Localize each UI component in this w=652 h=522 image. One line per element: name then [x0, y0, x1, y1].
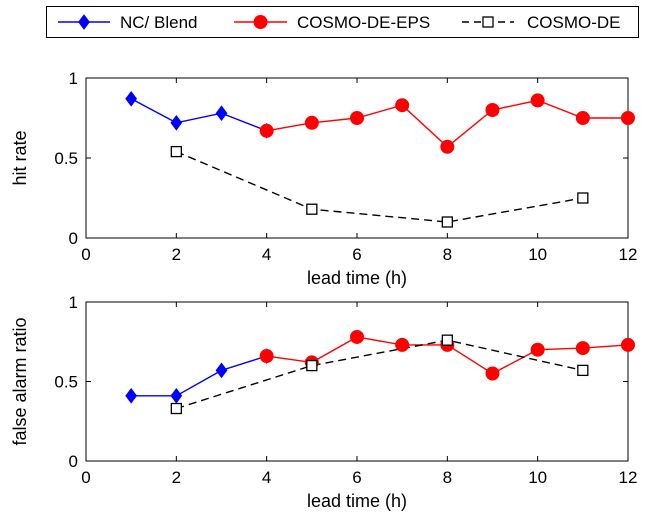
data-point-series-0: [215, 105, 228, 122]
data-point-series-2: [306, 359, 318, 372]
circle-icon: [253, 15, 268, 29]
legend-label-0: NC/ Blend: [120, 13, 197, 32]
series-line-0: [131, 355, 267, 397]
x-axis-label: lead time (h): [307, 268, 407, 288]
data-point-series-1: [485, 366, 500, 381]
x-tick-label: 12: [619, 468, 638, 487]
x-tick-label: 0: [81, 245, 90, 264]
data-point-series-0: [170, 114, 183, 131]
x-tick-label: 8: [443, 468, 452, 487]
data-point-series-1: [621, 111, 635, 125]
x-axis-label: lead time (h): [307, 491, 407, 511]
data-point-series-1: [575, 341, 590, 356]
x-tick-label: 8: [443, 245, 452, 264]
data-point-series-0: [215, 362, 228, 379]
x-tick-label: 6: [352, 468, 361, 487]
data-point-series-1: [395, 337, 410, 352]
square-icon: [482, 16, 494, 28]
y-tick-label: 1: [69, 69, 78, 88]
x-tick-label: 10: [528, 245, 547, 264]
plot-area: [85, 77, 629, 239]
data-point-series-0: [125, 387, 138, 404]
x-tick-label: 2: [172, 245, 181, 264]
y-axis-label: false alarm ratio: [10, 317, 30, 445]
x-tick-label: 6: [352, 245, 361, 264]
data-point-series-1: [350, 329, 364, 344]
data-point-series-0: [125, 90, 138, 107]
x-tick-label: 4: [262, 245, 271, 264]
x-tick-label: 2: [172, 468, 181, 487]
series-line-2: [176, 150, 583, 223]
plot-area: [85, 301, 629, 462]
false-alarm-ratio-panel: 0 2 4 6 8 10 12 0 0.5 1 lead time (h) false alarm r…: [10, 293, 637, 511]
data-point-series-2: [577, 192, 589, 204]
x-tick-label: 4: [262, 468, 271, 487]
diamond-icon: [78, 14, 90, 30]
data-point-series-1: [530, 342, 545, 357]
series-line-2: [176, 339, 583, 410]
data-point-series-1: [485, 103, 500, 117]
data-point-series-2: [441, 216, 453, 228]
data-point-series-0: [170, 387, 183, 404]
legend-box: [46, 6, 639, 38]
x-tick-label: 0: [81, 468, 90, 487]
data-point-series-1: [350, 111, 364, 125]
legend-label-1: COSMO-DE-EPS: [297, 13, 430, 32]
data-point-series-1: [575, 111, 590, 125]
series-line-0: [130, 98, 267, 132]
data-point-series-1: [259, 123, 274, 138]
hit-rate-panel: 0 2 4 6 8 10 12 0 0.5 1 lead time (h) hit rate: [10, 69, 637, 288]
data-point-series-1: [395, 98, 410, 113]
legend: NC/ Blend COSMO-DE-EPS COSMO-DE: [46, 6, 639, 38]
data-point-series-1: [304, 115, 319, 130]
data-point-series-2: [170, 402, 182, 415]
y-tick-label: 0.5: [54, 373, 78, 392]
y-tick-label: 0: [69, 229, 78, 248]
y-tick-label: 0.5: [54, 149, 78, 168]
y-tick-label: 1: [69, 293, 78, 312]
y-tick-label: 0: [69, 452, 78, 471]
x-tick-label: 10: [528, 468, 547, 487]
data-point-series-1: [621, 337, 635, 352]
data-point-series-2: [170, 145, 182, 158]
data-point-series-2: [306, 203, 318, 215]
data-point-series-1: [530, 93, 545, 108]
data-point-series-1: [259, 349, 274, 364]
y-axis-label: hit rate: [10, 130, 30, 185]
legend-label-2: COSMO-DE: [527, 13, 621, 32]
x-tick-label: 12: [619, 245, 638, 264]
data-point-series-1: [440, 139, 455, 154]
data-point-series-2: [441, 334, 453, 346]
data-point-series-2: [577, 364, 589, 377]
